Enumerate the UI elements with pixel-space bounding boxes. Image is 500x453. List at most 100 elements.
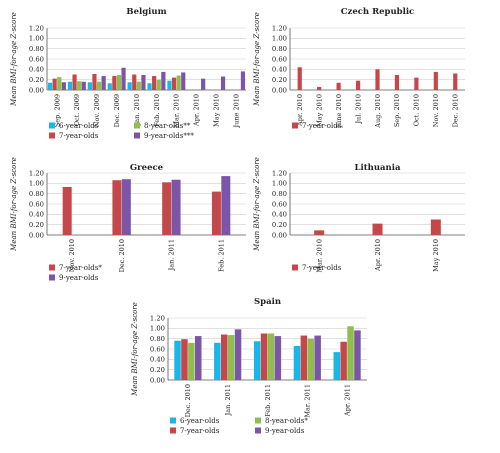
legend-swatch bbox=[170, 427, 176, 434]
bar-6-year-olds bbox=[174, 340, 181, 380]
y-axis-label: Mean BMI-for-age Z-score bbox=[10, 157, 18, 252]
x-tick-label: Oct. 2009 bbox=[73, 94, 81, 126]
x-tick-label: May 2010 bbox=[315, 94, 323, 127]
chart-title: Lithuania bbox=[355, 163, 401, 173]
y-tick-label: 0.00 bbox=[272, 231, 287, 239]
y-tick-label: 0.00 bbox=[150, 376, 165, 384]
x-tick-label: Nov. 2009 bbox=[93, 94, 101, 127]
legend-swatch bbox=[134, 132, 140, 139]
bar-7-year-olds bbox=[112, 180, 122, 235]
legend-label: 9-year-olds bbox=[59, 274, 99, 282]
y-tick-label: 0.60 bbox=[150, 345, 165, 353]
bar-7-year-olds bbox=[314, 230, 325, 235]
legend-swatch bbox=[134, 122, 140, 129]
x-tick-label: Mar. 2010 bbox=[315, 239, 323, 273]
bar-8-year-olds bbox=[156, 79, 161, 90]
y-tick-label: 1.00 bbox=[150, 325, 165, 333]
y-tick-label: 0.00 bbox=[29, 86, 44, 94]
x-tick-label: Jul. 2010 bbox=[354, 94, 362, 125]
y-tick-label: 1.20 bbox=[272, 24, 287, 32]
x-tick-label: Aug. 2010 bbox=[374, 94, 382, 129]
bar-7-year-olds bbox=[132, 74, 137, 90]
x-tick-label: Sep. 2009 bbox=[53, 94, 61, 127]
bar-6-year-olds bbox=[167, 80, 172, 90]
bar-7-year-olds bbox=[336, 82, 341, 90]
chart-title: Spain bbox=[254, 297, 281, 307]
bar-6-year-olds bbox=[87, 82, 92, 90]
bar-8-year-olds bbox=[307, 338, 314, 380]
legend-swatch bbox=[49, 264, 55, 271]
y-axis-label: Mean BMI-for-age Z-score bbox=[253, 12, 261, 107]
y-tick-label: 0.80 bbox=[29, 45, 44, 53]
x-tick-label: Apr. 2010 bbox=[193, 94, 201, 127]
y-tick-label: 1.00 bbox=[272, 180, 287, 188]
bar-6-year-olds bbox=[127, 82, 132, 90]
bar-7-year-olds bbox=[152, 76, 157, 90]
bar-8-year-olds bbox=[57, 77, 62, 90]
bar-7-year-olds bbox=[433, 71, 438, 90]
chart-title: Czech Republic bbox=[341, 7, 415, 17]
bar-7-year-olds bbox=[112, 76, 117, 90]
bar-7-year-olds bbox=[414, 77, 419, 90]
x-tick-label: June 2010 bbox=[232, 94, 240, 128]
x-tick-label: Jan. 2010 bbox=[133, 94, 141, 126]
y-tick-label: 0.20 bbox=[29, 76, 44, 84]
bar-7-year-olds bbox=[355, 80, 361, 90]
bar-7-year-olds bbox=[181, 339, 188, 380]
legend-label: 7-year-olds bbox=[59, 132, 99, 140]
x-tick-label: Feb. 2011 bbox=[217, 239, 225, 272]
chart-greece: Greece 0.00 0.20 0.40 0.60 0.80 1.00 1.20 Mean B… bbox=[10, 157, 246, 282]
bar-8-year-olds bbox=[267, 333, 275, 380]
bar-9-year-olds bbox=[274, 336, 282, 380]
bar-8-year-olds bbox=[96, 81, 102, 90]
bar-9-year-olds bbox=[61, 82, 66, 90]
y-tick-label: 0.80 bbox=[272, 45, 287, 53]
legend-label: 7-year-olds bbox=[302, 264, 342, 272]
chart-lithuania: Lithuania 0.00 0.20 0.40 0.60 0.80 1.00 1.20 Mea… bbox=[253, 157, 465, 273]
y-tick-label: 0.20 bbox=[150, 366, 165, 374]
bar-9-year-olds bbox=[81, 81, 86, 90]
y-tick-label: 0.20 bbox=[272, 76, 287, 84]
y-tick-label: 0.60 bbox=[29, 200, 44, 208]
chart-belgium: Belgium 0.00 0.20 0.40 0.60 0.80 1.00 1.20 Mean … bbox=[10, 7, 246, 140]
x-tick-label: Apr. 2010 bbox=[296, 94, 304, 127]
y-tick-label: 1.00 bbox=[29, 180, 44, 188]
x-tick-label: Dec. 2009 bbox=[113, 94, 121, 127]
y-tick-label: 0.20 bbox=[272, 221, 287, 229]
legend-label: 6-year-olds bbox=[59, 122, 99, 130]
bar-7-year-olds bbox=[340, 341, 347, 380]
x-tick-label: Oct. 2010 bbox=[413, 94, 421, 126]
x-tick-label: Nov. 2010 bbox=[68, 239, 76, 272]
bar-6-year-olds bbox=[147, 83, 152, 90]
legend-label: 6-year-olds bbox=[180, 417, 220, 425]
bar-7-year-olds bbox=[297, 67, 302, 90]
bar-7-year-olds bbox=[453, 73, 458, 90]
bar-7-year-olds bbox=[221, 334, 228, 380]
legend-label: 9-year-olds*** bbox=[144, 132, 194, 140]
bar-7-year-olds bbox=[162, 182, 172, 235]
legend-swatch bbox=[255, 417, 261, 424]
bar-7-year-olds bbox=[317, 86, 322, 90]
legend-label: 7-year-olds bbox=[180, 427, 220, 435]
legend-swatch bbox=[170, 417, 176, 424]
y-tick-label: 0.40 bbox=[272, 211, 287, 219]
bar-7-year-olds bbox=[430, 219, 441, 235]
legend-label: 8-year-olds** bbox=[144, 122, 191, 130]
y-tick-label: 1.00 bbox=[272, 35, 287, 43]
bar-7-year-olds bbox=[92, 73, 97, 90]
legend-swatch bbox=[292, 264, 298, 271]
bar-9-year-olds bbox=[121, 179, 131, 235]
x-tick-label: Mar. 2010 bbox=[173, 94, 181, 128]
bar-7-year-olds bbox=[52, 78, 57, 90]
bar-7-year-olds bbox=[62, 186, 72, 235]
y-tick-label: 1.20 bbox=[272, 169, 287, 177]
x-tick-label: Jan. 2011 bbox=[224, 384, 232, 416]
bar-9-year-olds bbox=[195, 336, 202, 380]
y-tick-label: 0.60 bbox=[29, 55, 44, 63]
legend-swatch bbox=[49, 122, 55, 129]
bar-7-year-olds bbox=[72, 74, 77, 90]
y-tick-label: 1.20 bbox=[29, 24, 44, 32]
bar-8-year-olds bbox=[227, 335, 235, 380]
bar-6-year-olds bbox=[67, 81, 73, 90]
